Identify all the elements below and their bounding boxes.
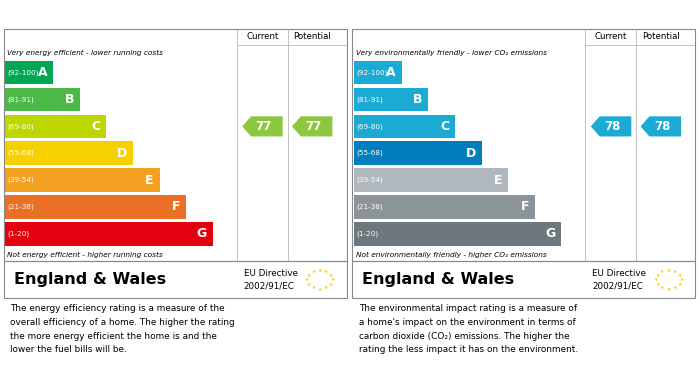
Text: (55-68): (55-68) <box>8 150 34 156</box>
Polygon shape <box>591 116 631 136</box>
Bar <box>354 168 508 192</box>
Text: D: D <box>466 147 476 160</box>
Text: Potential: Potential <box>642 32 680 41</box>
Text: A: A <box>386 66 396 79</box>
Text: Current: Current <box>246 32 279 41</box>
Text: (81-91): (81-91) <box>356 96 383 103</box>
Text: E: E <box>494 174 503 187</box>
Text: F: F <box>520 201 529 213</box>
Text: C: C <box>440 120 449 133</box>
Text: England & Wales: England & Wales <box>363 272 514 287</box>
Text: A: A <box>38 66 48 79</box>
Text: E: E <box>145 174 154 187</box>
Text: EU Directive
2002/91/EC: EU Directive 2002/91/EC <box>244 269 298 291</box>
Text: (92-100): (92-100) <box>356 70 388 76</box>
Text: (55-68): (55-68) <box>356 150 383 156</box>
Bar <box>5 222 213 246</box>
Text: C: C <box>92 120 101 133</box>
Text: EU Directive
2002/91/EC: EU Directive 2002/91/EC <box>592 269 646 291</box>
Text: (21-38): (21-38) <box>356 204 383 210</box>
Text: (1-20): (1-20) <box>8 231 29 237</box>
Text: (39-54): (39-54) <box>356 177 383 183</box>
Text: England & Wales: England & Wales <box>14 272 166 287</box>
Text: (21-38): (21-38) <box>8 204 34 210</box>
Text: (39-54): (39-54) <box>8 177 34 183</box>
Text: 78: 78 <box>604 120 621 133</box>
Text: Potential: Potential <box>293 32 331 41</box>
Text: The environmental impact rating is a measure of
a home's impact on the environme: The environmental impact rating is a mea… <box>359 305 578 354</box>
Text: 77: 77 <box>256 120 272 133</box>
Bar <box>5 142 133 165</box>
Text: (69-80): (69-80) <box>356 123 383 130</box>
Text: Current: Current <box>595 32 627 41</box>
Text: F: F <box>172 201 181 213</box>
Text: B: B <box>64 93 74 106</box>
Bar <box>5 168 160 192</box>
Bar <box>354 142 482 165</box>
Text: (69-80): (69-80) <box>8 123 34 130</box>
Text: G: G <box>545 227 556 240</box>
Text: Environmental Impact (CO₂) Rating: Environmental Impact (CO₂) Rating <box>363 9 624 22</box>
Bar <box>5 115 106 138</box>
Bar <box>354 115 455 138</box>
Text: (1-20): (1-20) <box>356 231 378 237</box>
Text: (81-91): (81-91) <box>8 96 34 103</box>
Bar <box>354 195 535 219</box>
Text: D: D <box>117 147 127 160</box>
Text: B: B <box>413 93 423 106</box>
Text: Very energy efficient - lower running costs: Very energy efficient - lower running co… <box>7 50 163 56</box>
Bar <box>354 222 561 246</box>
Polygon shape <box>640 116 681 136</box>
Bar <box>5 195 186 219</box>
Bar <box>5 61 53 84</box>
Text: Not energy efficient - higher running costs: Not energy efficient - higher running co… <box>7 252 162 258</box>
Polygon shape <box>242 116 283 136</box>
Text: G: G <box>197 227 207 240</box>
Text: The energy efficiency rating is a measure of the
overall efficiency of a home. T: The energy efficiency rating is a measur… <box>10 305 235 354</box>
Text: Not environmentally friendly - higher CO₂ emissions: Not environmentally friendly - higher CO… <box>356 252 546 258</box>
Text: 77: 77 <box>305 120 322 133</box>
Polygon shape <box>292 116 332 136</box>
Text: Very environmentally friendly - lower CO₂ emissions: Very environmentally friendly - lower CO… <box>356 50 547 56</box>
Text: 78: 78 <box>654 120 671 133</box>
Bar <box>354 88 428 111</box>
Bar <box>5 88 80 111</box>
Text: Energy Efficiency Rating: Energy Efficiency Rating <box>14 9 197 22</box>
Bar <box>354 61 402 84</box>
Text: (92-100): (92-100) <box>8 70 39 76</box>
